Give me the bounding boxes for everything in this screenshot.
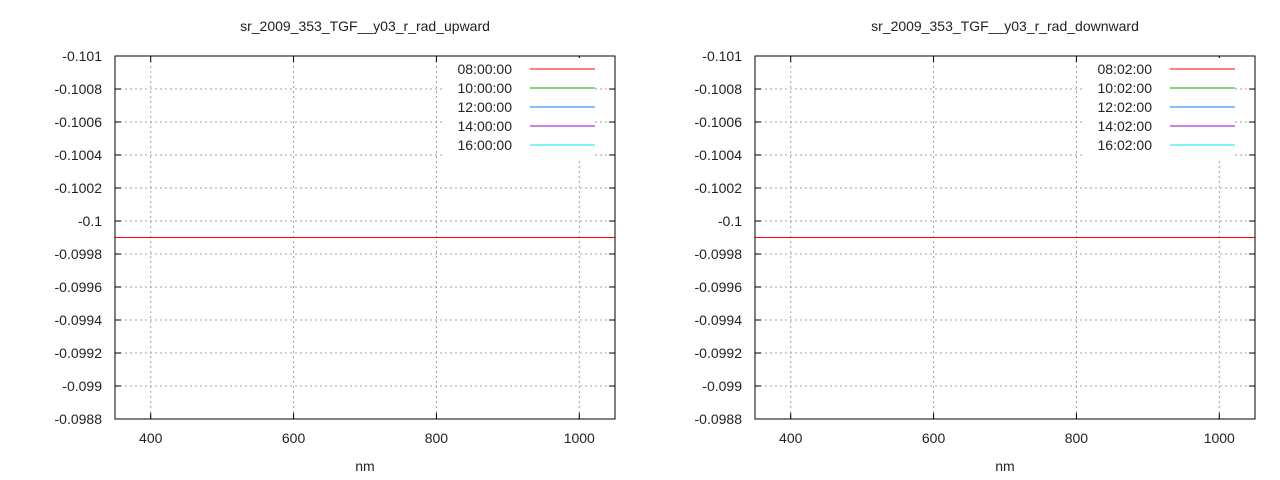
y-tick-label: -0.0992 (55, 345, 103, 361)
legend-label: 16:00:00 (458, 137, 513, 153)
y-tick-label: -0.099 (62, 378, 102, 394)
legend-background (445, 58, 595, 158)
legend-label: 14:02:00 (1098, 118, 1153, 134)
x-tick-label: 400 (779, 430, 803, 446)
y-tick-label: -0.1008 (695, 81, 743, 97)
y-tick-label: -0.0994 (55, 312, 103, 328)
x-tick-label: 800 (1065, 430, 1089, 446)
y-tick-label: -0.1 (718, 213, 742, 229)
y-tick-label: -0.1008 (55, 81, 103, 97)
y-tick-label: -0.101 (62, 48, 102, 64)
legend-label: 08:02:00 (1098, 61, 1153, 77)
y-tick-label: -0.1002 (695, 180, 743, 196)
chart-panel-0: sr_2009_353_TGF__y03_r_rad_upward 400 600 8… (55, 18, 616, 474)
chart-panel-1: sr_2009_353_TGF__y03_r_rad_downward 400 60… (695, 18, 1256, 474)
y-tick-label: -0.0988 (55, 411, 103, 427)
x-tick-label: 400 (139, 430, 163, 446)
x-tick-label: 800 (425, 430, 449, 446)
y-tick-label: -0.1004 (55, 147, 103, 163)
plot-border (754, 55, 1256, 420)
y-tick-label: -0.0996 (55, 279, 103, 295)
y-tick-label: -0.0988 (695, 411, 743, 427)
legend-label: 16:02:00 (1098, 137, 1153, 153)
chart-title: sr_2009_353_TGF__y03_r_rad_downward (871, 18, 1139, 34)
legend-label: 12:02:00 (1098, 99, 1153, 115)
y-tick-label: -0.1 (78, 213, 102, 229)
chart-title: sr_2009_353_TGF__y03_r_rad_upward (240, 18, 490, 34)
legend-label: 08:00:00 (458, 61, 513, 77)
legend-label: 14:00:00 (458, 118, 513, 134)
y-tick-label: -0.0996 (695, 279, 743, 295)
y-tick-label: -0.1006 (55, 114, 103, 130)
x-tick-label: 1000 (564, 430, 595, 446)
y-tick-label: -0.0992 (695, 345, 743, 361)
y-tick-label: -0.0998 (695, 246, 743, 262)
x-axis-label: nm (995, 458, 1014, 474)
y-tick-label: -0.1002 (55, 180, 103, 196)
legend-label: 10:02:00 (1098, 80, 1153, 96)
y-tick-label: -0.099 (702, 378, 742, 394)
y-tick-label: -0.1004 (695, 147, 743, 163)
x-tick-label: 600 (922, 430, 946, 446)
legend-label: 10:00:00 (458, 80, 513, 96)
legend-background (1085, 58, 1235, 158)
y-tick-label: -0.0994 (695, 312, 743, 328)
x-tick-label: 1000 (1204, 430, 1235, 446)
legend-label: 12:00:00 (458, 99, 513, 115)
x-axis-label: nm (355, 458, 374, 474)
plot-border (114, 55, 616, 420)
x-tick-label: 600 (282, 430, 306, 446)
y-tick-label: -0.1006 (695, 114, 743, 130)
y-tick-label: -0.0998 (55, 246, 103, 262)
y-tick-label: -0.101 (702, 48, 742, 64)
